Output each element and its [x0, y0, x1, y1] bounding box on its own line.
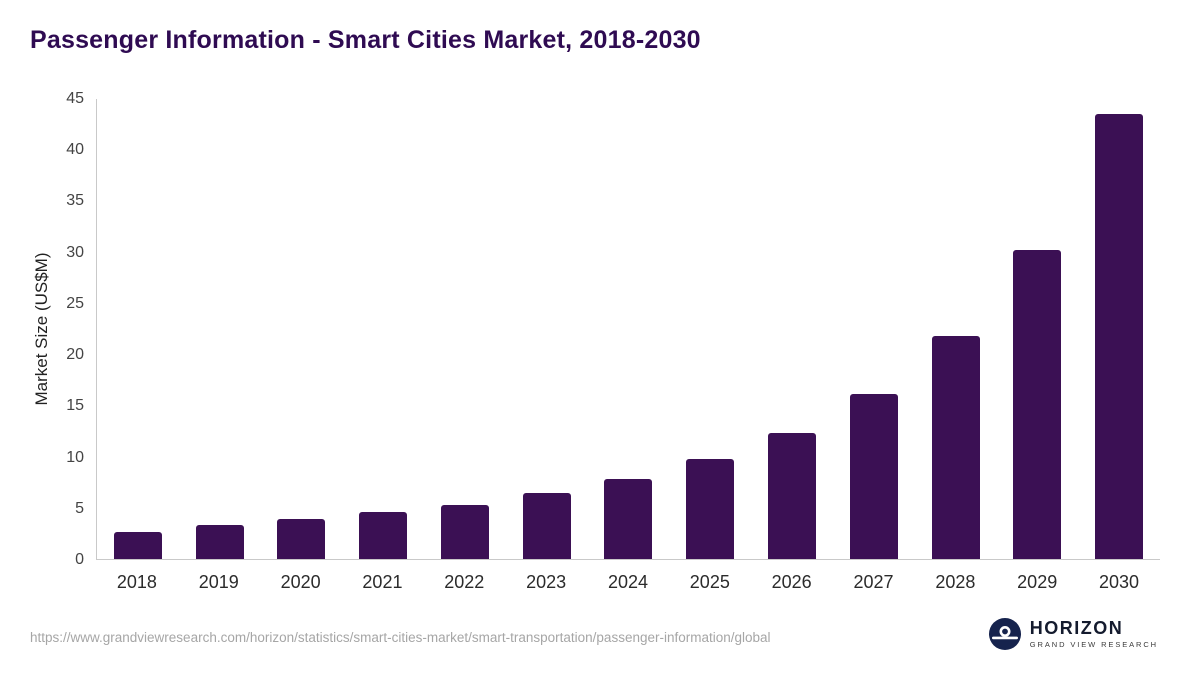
bar-slot-2022 [424, 99, 506, 559]
x-tick-label-2027: 2027 [853, 572, 894, 592]
bar-2018 [113, 532, 162, 559]
bar-2019 [195, 525, 244, 559]
bar-2026 [768, 433, 816, 559]
logo-brand: HORIZON [1029, 617, 1124, 638]
bar-slot-2019 [179, 99, 261, 559]
bar-slot-2021 [342, 99, 424, 559]
plot-area [96, 99, 1160, 560]
x-tick-label-2028: 2028 [935, 572, 976, 592]
bar-2021 [359, 511, 408, 559]
x-tick-label-2024: 2024 [607, 572, 648, 592]
bar-slot-2025 [669, 99, 751, 559]
horizon-logo-icon [988, 618, 1021, 650]
horizon-logo: HORIZON GRAND VIEW RESEARCH [988, 617, 1158, 650]
bar-2020 [277, 519, 326, 559]
x-tick-label-2021: 2021 [362, 572, 403, 592]
bar-slot-2029 [996, 99, 1078, 559]
bar-2025 [686, 458, 735, 559]
chart-title: Passenger Information - Smart Cities Mar… [30, 26, 701, 54]
y-tick-label-45: 45 [66, 90, 84, 107]
bar-slot-2023 [506, 99, 588, 559]
x-tick-label-2018: 2018 [116, 572, 157, 592]
y-tick-label-25: 25 [66, 294, 84, 312]
bar-2024 [604, 479, 653, 559]
x-tick-label-2029: 2029 [1017, 572, 1058, 592]
x-tick-label-2030: 2030 [1099, 572, 1140, 592]
x-tick-label-2022: 2022 [444, 572, 485, 592]
logo-subtitle: GRAND VIEW RESEARCH [1029, 639, 1158, 649]
source-url: https://www.grandviewresearch.com/horizo… [30, 630, 771, 645]
bar-slot-2024 [588, 99, 670, 559]
y-tick-label-10: 10 [66, 448, 84, 466]
bar-2028 [931, 336, 980, 559]
y-tick-label-5: 5 [75, 499, 84, 517]
y-tick-label-35: 35 [66, 192, 84, 210]
bar-2022 [440, 504, 489, 559]
bar-slot-2018 [97, 99, 179, 559]
bar-slot-2028 [915, 99, 997, 559]
bar-2030 [1095, 114, 1144, 559]
y-tick-label-20: 20 [66, 346, 84, 364]
bar-slot-2030 [1078, 99, 1160, 559]
x-tick-label-2019: 2019 [198, 572, 239, 592]
bar-2027 [849, 394, 898, 559]
y-tick-label-40: 40 [66, 141, 84, 159]
x-tick-label-2025: 2025 [689, 572, 730, 592]
x-axis-labels: 2018 2019 2020 2021 2022 2023 2024 2025 2026 2027… [96, 572, 1160, 593]
y-tick-label-0: 0 [75, 551, 84, 568]
bar-slot-2027 [833, 99, 915, 559]
bar-slot-2026 [751, 99, 833, 559]
bar-slot-2020 [261, 99, 343, 559]
y-axis-ticks: 0 5 10 15 20 25 30 35 40 45 [0, 90, 84, 568]
y-tick-label-15: 15 [66, 397, 84, 415]
bar-2029 [1013, 250, 1062, 559]
y-tick-label-30: 30 [66, 243, 84, 261]
bar-2023 [522, 492, 571, 559]
horizon-logo-text: HORIZON GRAND VIEW RESEARCH [1029, 617, 1158, 649]
x-tick-label-2020: 2020 [280, 572, 321, 592]
x-tick-label-2023: 2023 [526, 572, 567, 592]
x-tick-label-2026: 2026 [771, 572, 812, 592]
